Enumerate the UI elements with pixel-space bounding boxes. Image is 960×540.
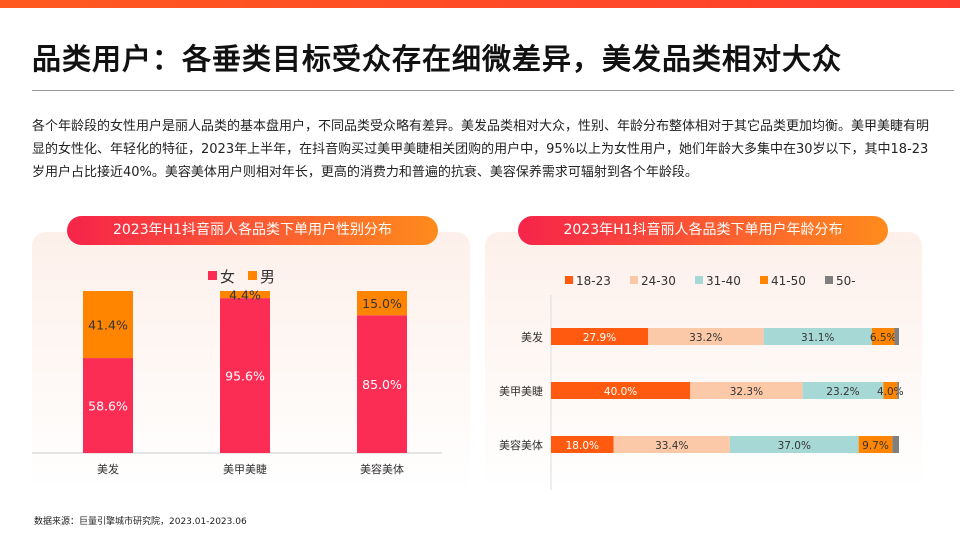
data-label: 33.4% (655, 440, 688, 452)
page-title: 品类用户：各垂类目标受众存在细微差异，美发品类相对大众 (32, 42, 843, 76)
age-chart: 18-23 24-30 31-40 41-50 50- 美发 27.9% 33.2% 31.1%… (499, 274, 904, 490)
data-label: 27.9% (583, 332, 616, 344)
category-label: 美甲美睫 (223, 463, 267, 476)
bar-segment (551, 382, 691, 399)
legend-label: 男 (260, 268, 275, 286)
data-label: 37.0% (778, 440, 811, 452)
bar-segment (613, 436, 730, 453)
top-accent-bar (0, 0, 960, 8)
data-label: 31.1% (801, 332, 834, 344)
legend-swatch (695, 276, 703, 284)
age-chart-title: 2023年H1抖音丽人各品类下单用户年龄分布 (518, 216, 888, 245)
bar-segment (551, 328, 649, 345)
bar-segment (858, 436, 893, 453)
bar-segment (763, 328, 872, 345)
bar-segment (729, 436, 859, 453)
data-label: 95.6% (225, 369, 265, 384)
bar-segment (894, 328, 899, 345)
bar-segment (357, 315, 407, 453)
bar-segment (220, 298, 270, 453)
data-label: 23.2% (826, 386, 859, 398)
bar-segment (883, 382, 898, 399)
bar-segment (83, 358, 133, 453)
data-label: 9.7% (862, 440, 889, 452)
data-label: 33.2% (689, 332, 722, 344)
legend-swatch (248, 271, 257, 280)
legend-label: 24-30 (641, 274, 676, 288)
gender-chart: 女 男 58.6% 41.4% 美发 95.6% 4.4% 美甲美睫 85.0% 15.0% 美容美… (32, 268, 442, 476)
category-label: 美容美体 (360, 462, 404, 476)
data-label: 4.4% (229, 288, 261, 303)
legend-swatch (760, 276, 768, 284)
gender-chart-title: 2023年H1抖音丽人各品类下单用户性别分布 (67, 216, 438, 245)
bar-segment (892, 436, 899, 453)
legend-swatch (630, 276, 638, 284)
bar-segment (690, 382, 803, 399)
bar-segment (802, 382, 884, 399)
legend-label: 31-40 (706, 274, 741, 288)
legend-label: 41-50 (771, 274, 806, 288)
legend-label: 18-23 (576, 274, 611, 288)
category-label: 美甲美睫 (499, 385, 543, 398)
data-label: 18.0% (566, 440, 599, 452)
data-label: 4.0% (877, 386, 904, 398)
legend-label: 女 (220, 268, 235, 286)
bar-segment (871, 328, 895, 345)
bar-segment (83, 291, 133, 359)
data-label: 15.0% (362, 296, 402, 311)
data-label: 41.4% (88, 318, 128, 333)
bar-segment (648, 328, 764, 345)
bar-segment (357, 291, 407, 316)
legend-swatch (208, 271, 217, 280)
data-label: 40.0% (604, 386, 637, 398)
divider (32, 90, 954, 91)
bar-segment (551, 436, 614, 453)
legend-swatch (825, 276, 833, 284)
category-label: 美发 (521, 330, 543, 344)
legend-label: 50- (836, 274, 856, 288)
legend-swatch (565, 276, 573, 284)
data-source: 数据来源：巨量引擎城市研究院，2023.01-2023.06 (34, 517, 247, 527)
data-label: 85.0% (362, 377, 402, 392)
data-label: 32.3% (730, 386, 763, 398)
intro-paragraph: 各个年龄段的女性用户是丽人品类的基本盘用户，不同品类受众略有差异。美发品类相对大… (32, 119, 930, 180)
category-label: 美发 (97, 462, 119, 476)
category-label: 美容美体 (499, 438, 543, 452)
bar-segment (220, 291, 270, 299)
data-label: 58.6% (88, 399, 128, 414)
bar-segment (897, 382, 899, 399)
data-label: 6.5% (870, 332, 897, 344)
